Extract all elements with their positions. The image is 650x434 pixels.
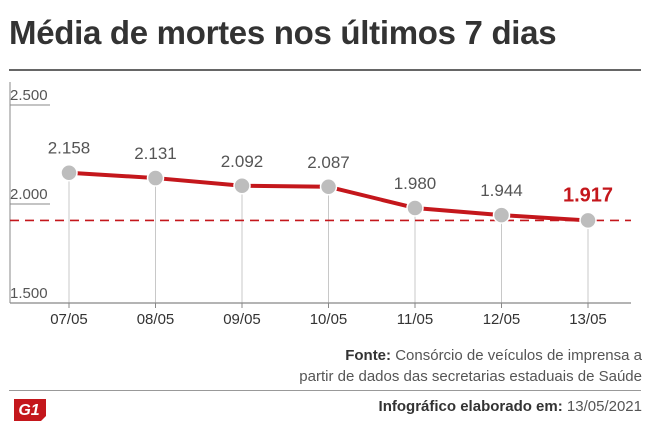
x-tick-label: 12/05 xyxy=(483,311,521,328)
y-tick-label: 2.000 xyxy=(10,186,48,203)
data-label: 2.092 xyxy=(221,152,264,171)
data-label-highlight: 1.917 xyxy=(563,184,613,206)
footer-divider xyxy=(9,390,641,391)
data-point xyxy=(60,163,78,182)
data-point xyxy=(319,178,338,196)
x-tick-label: 07/05 xyxy=(50,311,88,328)
source-text-line1: Consórcio de veículos de imprensa a xyxy=(395,347,642,364)
credit-note: Infográfico elaborado em: 13/05/2021 xyxy=(379,398,642,415)
x-tick-label: 13/05 xyxy=(569,311,607,328)
y-tick-label: 2.500 xyxy=(10,87,48,104)
logo-text: G1 xyxy=(18,402,39,419)
g1-logo: G1 xyxy=(14,399,46,421)
drop-lines xyxy=(68,172,589,303)
source-note: Fonte: Consórcio de veículos de imprensa… xyxy=(299,345,642,387)
source-text-line2: partir de dados das secretarias estaduai… xyxy=(299,368,642,385)
data-points xyxy=(60,163,597,230)
line-chart: 1.500 2.000 2.500 07/05 08/05 09/05 10/05 11/0… xyxy=(9,82,631,328)
data-labels: 2.158 2.131 2.092 2.087 1.980 1.944 1.917 xyxy=(48,139,613,207)
x-axis: 07/05 08/05 09/05 10/05 11/05 12/05 13/05 xyxy=(10,302,631,328)
y-axis: 1.500 2.000 2.500 xyxy=(9,82,50,304)
chart-title: Média de mortes nos últimos 7 dias xyxy=(9,14,557,51)
data-label: 2.087 xyxy=(307,153,350,172)
data-point xyxy=(406,199,424,217)
data-label: 1.944 xyxy=(480,181,523,200)
credit-date: 13/05/2021 xyxy=(566,398,642,415)
data-label: 2.158 xyxy=(48,139,91,158)
source-label: Fonte: xyxy=(345,347,392,364)
data-point xyxy=(579,211,597,230)
credit-label: Infográfico elaborado em: xyxy=(378,398,563,415)
data-point xyxy=(492,206,511,224)
y-tick-label: 1.500 xyxy=(10,285,48,302)
x-tick-label: 09/05 xyxy=(223,311,261,328)
data-label: 2.131 xyxy=(134,144,177,163)
x-tick-label: 08/05 xyxy=(137,311,175,328)
data-point xyxy=(146,169,165,187)
x-tick-label: 10/05 xyxy=(310,311,348,328)
data-point xyxy=(233,177,251,195)
data-label: 1.980 xyxy=(394,174,437,193)
x-tick-label: 11/05 xyxy=(397,311,433,328)
title-divider xyxy=(9,69,641,71)
